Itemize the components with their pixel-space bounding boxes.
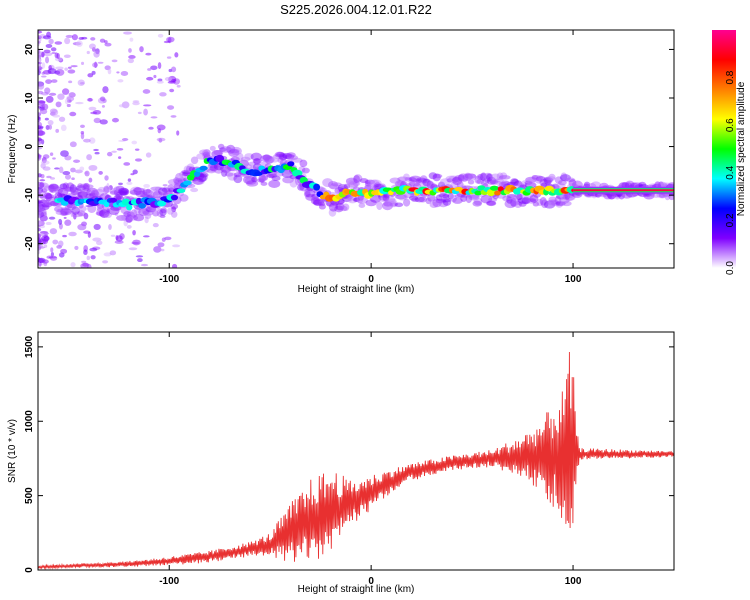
spectrogram-y-axis: -20 -10 0 10 20 [24, 43, 674, 251]
snr-series-line [38, 351, 674, 570]
y-tick-label: 20 [24, 43, 35, 55]
snr-xlabel: Height of straight line (km) [298, 584, 415, 595]
snr-layer [38, 351, 674, 570]
colorbar-label: Normalized spectral amplitude [736, 81, 747, 216]
chart-title: S225.2026.004.12.01.R22 [280, 2, 432, 17]
x-tick-label: -100 [159, 576, 179, 587]
colorbar-tick-label: 0.6 [725, 118, 736, 132]
colorbar-tick-label: 0.8 [725, 70, 736, 84]
x-tick-label: 100 [565, 576, 582, 587]
spectrogram-ylabel: Frequency (Hz) [7, 115, 18, 184]
spectrogram-xlabel: Height of straight line (km) [298, 284, 415, 295]
colorbar-axis: 0.0 0.2 0.4 0.6 0.8 [725, 70, 736, 275]
colorbar-tick-label: 0.2 [725, 213, 736, 227]
spectrogram-x-axis: -100 0 100 [159, 30, 582, 285]
snr-ylabel: SNR (10 * v/v) [7, 419, 18, 483]
colorbar-tick-label: 0.4 [725, 165, 736, 179]
y-tick-label: 0 [24, 567, 35, 573]
snr-y-axis: 0 500 1000 1500 [24, 335, 674, 573]
y-tick-label: 1500 [24, 335, 35, 358]
x-tick-label: 0 [368, 576, 374, 587]
x-tick-label: 0 [368, 274, 374, 285]
y-tick-label: -20 [24, 236, 35, 251]
y-tick-label: 0 [24, 143, 35, 149]
heatmap-layer [38, 30, 674, 268]
spectrogram-frame [37, 29, 675, 269]
colorbar-tick-label: 0.0 [725, 261, 736, 275]
x-tick-label: -100 [159, 274, 179, 285]
y-tick-label: -10 [24, 187, 35, 202]
colorbar [712, 30, 736, 268]
snr-frame [37, 331, 675, 571]
y-tick-label: 500 [24, 487, 35, 504]
x-tick-label: 100 [565, 274, 582, 285]
y-tick-label: 10 [24, 92, 35, 104]
y-tick-label: 1000 [24, 410, 35, 433]
snr-x-axis: -100 0 100 [159, 332, 582, 587]
